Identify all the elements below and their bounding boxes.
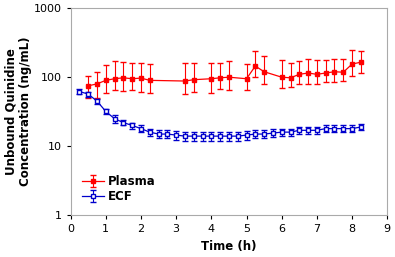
Legend: Plasma, ECF: Plasma, ECF: [80, 173, 158, 206]
X-axis label: Time (h): Time (h): [201, 240, 257, 253]
Y-axis label: Unbound Quinidine
Concentration (ng/mL): Unbound Quinidine Concentration (ng/mL): [4, 37, 32, 187]
